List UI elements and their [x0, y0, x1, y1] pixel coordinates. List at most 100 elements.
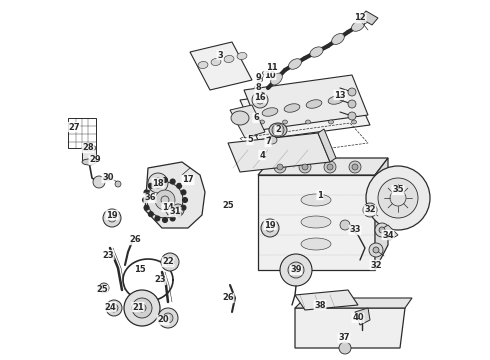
Polygon shape [258, 158, 388, 175]
Text: 35: 35 [392, 185, 404, 194]
Text: 16: 16 [254, 94, 266, 103]
Circle shape [170, 179, 175, 184]
Circle shape [172, 204, 184, 216]
Circle shape [379, 227, 385, 233]
Text: 31: 31 [169, 207, 181, 216]
Polygon shape [228, 133, 330, 172]
Circle shape [293, 267, 299, 273]
Text: 37: 37 [338, 333, 350, 342]
Ellipse shape [301, 238, 331, 250]
Ellipse shape [289, 59, 301, 69]
Ellipse shape [211, 58, 221, 66]
Circle shape [170, 216, 175, 221]
Circle shape [348, 112, 356, 120]
Text: 11: 11 [266, 63, 278, 72]
Circle shape [181, 205, 186, 210]
Ellipse shape [301, 194, 331, 206]
Text: 7: 7 [265, 138, 271, 147]
Text: 20: 20 [157, 315, 169, 324]
Circle shape [299, 161, 311, 173]
Circle shape [106, 300, 122, 316]
Polygon shape [240, 85, 370, 140]
Polygon shape [190, 42, 252, 90]
Ellipse shape [351, 21, 365, 31]
Text: 9: 9 [255, 73, 261, 82]
Circle shape [176, 183, 182, 188]
Ellipse shape [82, 159, 96, 165]
Text: 13: 13 [334, 90, 346, 99]
Polygon shape [230, 105, 265, 138]
Circle shape [155, 216, 160, 221]
Text: 26: 26 [222, 293, 234, 302]
Circle shape [166, 258, 174, 266]
Text: 19: 19 [264, 220, 276, 230]
Polygon shape [295, 308, 405, 348]
Ellipse shape [269, 123, 287, 137]
Ellipse shape [237, 53, 247, 59]
Circle shape [280, 254, 312, 286]
Circle shape [182, 198, 188, 202]
Text: 25: 25 [222, 201, 234, 210]
Circle shape [161, 253, 179, 271]
Circle shape [163, 313, 173, 323]
Ellipse shape [270, 66, 274, 70]
Circle shape [366, 166, 430, 230]
Ellipse shape [305, 120, 311, 124]
Circle shape [252, 92, 268, 108]
Text: 6: 6 [253, 113, 259, 122]
Polygon shape [160, 200, 178, 215]
Ellipse shape [198, 62, 208, 68]
Circle shape [348, 100, 356, 108]
Ellipse shape [224, 55, 234, 63]
Polygon shape [145, 162, 205, 228]
Text: 27: 27 [68, 122, 80, 131]
Ellipse shape [306, 100, 322, 108]
Polygon shape [258, 175, 375, 270]
Circle shape [274, 161, 286, 173]
Text: 4: 4 [259, 150, 265, 159]
Circle shape [339, 342, 351, 354]
Ellipse shape [267, 136, 277, 144]
Circle shape [367, 207, 373, 213]
Circle shape [148, 173, 168, 193]
Circle shape [148, 183, 153, 188]
Circle shape [147, 182, 183, 218]
Circle shape [378, 178, 418, 218]
Circle shape [272, 124, 284, 136]
Circle shape [375, 223, 389, 237]
Text: 10: 10 [264, 71, 276, 80]
Ellipse shape [328, 120, 334, 124]
Ellipse shape [284, 104, 300, 112]
Text: 1: 1 [317, 190, 323, 199]
Text: 12: 12 [354, 13, 366, 22]
Circle shape [352, 164, 358, 170]
Ellipse shape [328, 96, 344, 104]
Text: 5: 5 [247, 135, 253, 144]
Text: 19: 19 [106, 211, 118, 220]
Circle shape [340, 220, 350, 230]
Circle shape [363, 203, 377, 217]
Circle shape [103, 209, 121, 227]
Text: 3: 3 [217, 50, 223, 59]
Polygon shape [82, 148, 96, 162]
Ellipse shape [270, 73, 282, 85]
Circle shape [163, 217, 168, 222]
Ellipse shape [332, 33, 344, 44]
Polygon shape [295, 298, 412, 308]
Text: 15: 15 [134, 266, 146, 274]
Circle shape [144, 205, 149, 210]
Text: 22: 22 [162, 257, 174, 266]
Text: 14: 14 [162, 202, 174, 211]
Circle shape [99, 283, 109, 293]
Circle shape [256, 96, 264, 104]
Circle shape [277, 164, 283, 170]
Circle shape [327, 164, 333, 170]
Text: 25: 25 [96, 285, 108, 294]
Text: 21: 21 [132, 302, 144, 311]
Text: 2: 2 [275, 126, 281, 135]
Polygon shape [355, 308, 370, 325]
Text: 39: 39 [290, 266, 302, 274]
Ellipse shape [263, 71, 268, 75]
Ellipse shape [262, 108, 278, 116]
Text: 23: 23 [102, 251, 114, 260]
